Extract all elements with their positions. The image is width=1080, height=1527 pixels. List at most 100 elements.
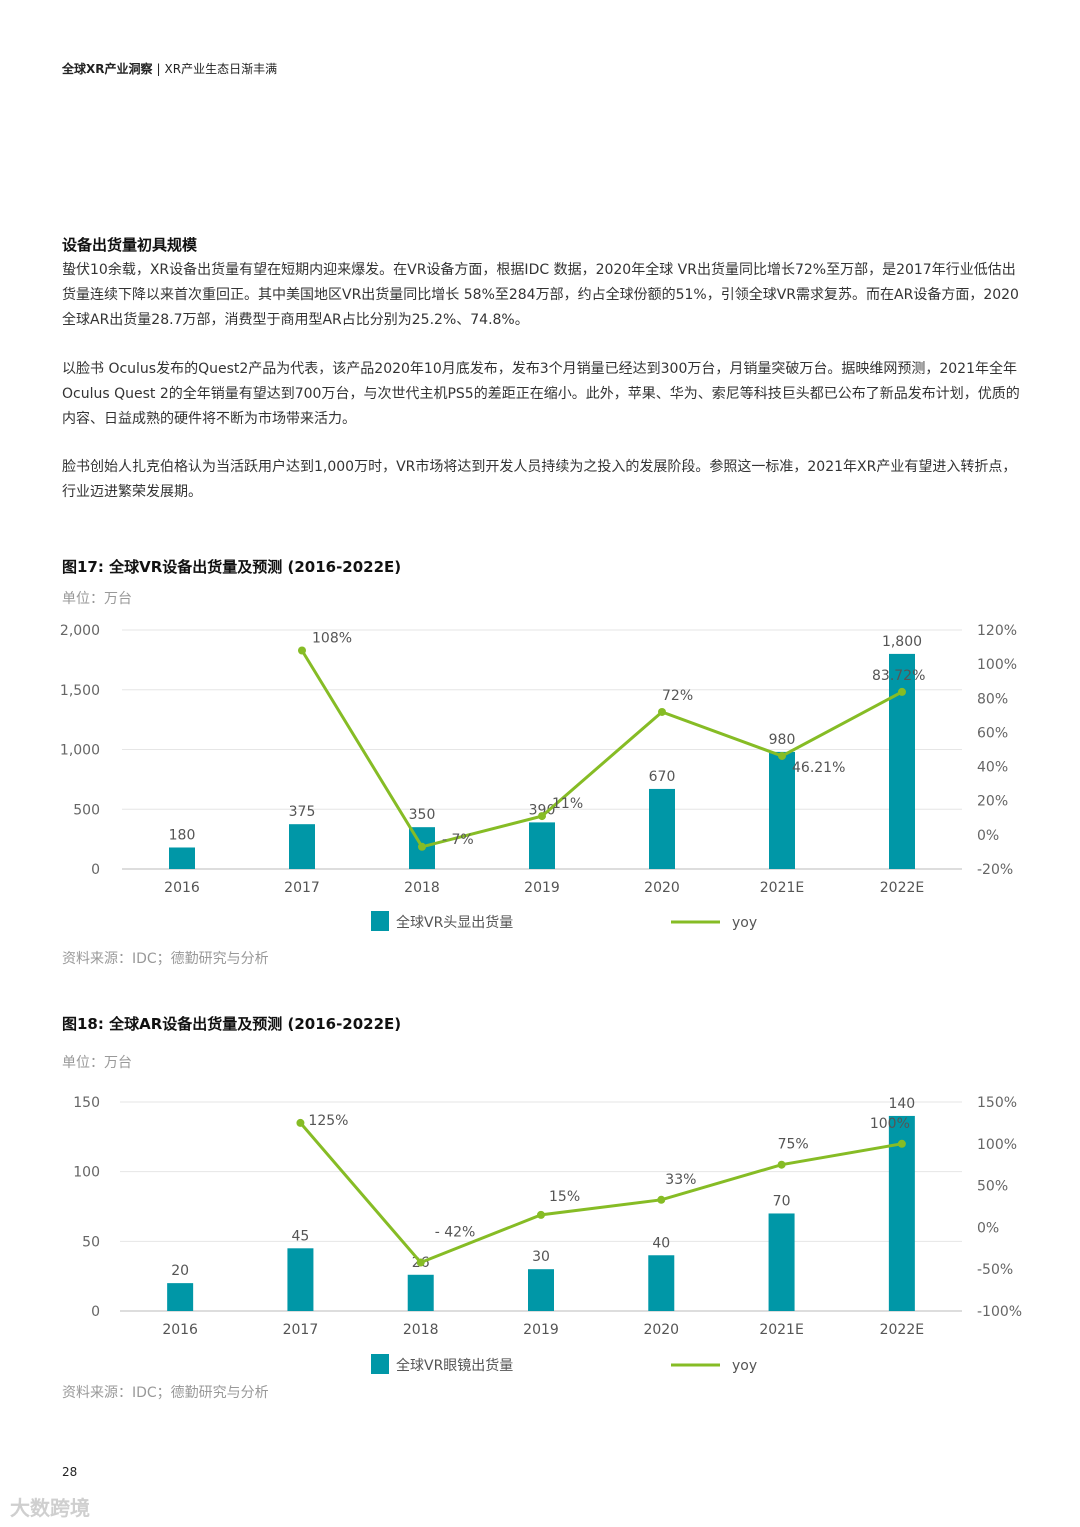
- legend-line-label: yoy: [732, 915, 757, 931]
- legend-bar-label: 全球VR眼镜出货量: [396, 1357, 513, 1374]
- y-axis-tick-label: 2,000: [60, 623, 100, 639]
- y2-axis-tick-label: 60%: [977, 725, 1008, 741]
- yoy-value-label: 33%: [665, 1172, 696, 1188]
- bar-value-label: 45: [292, 1228, 310, 1244]
- paragraph-1: 蛰伏10余载，XR设备出货量有望在短期内迎来爆发。在VR设备方面，根据IDC 数…: [62, 262, 1019, 328]
- ar-shipment-chart: 050100150-100%-50%0%50%100%150%204526304…: [73, 1095, 1022, 1374]
- header-separator: |: [156, 62, 161, 76]
- yoy-value-label: 15%: [549, 1189, 580, 1205]
- x-axis-tick-label: 2019: [523, 1322, 559, 1338]
- bar-value-label: 350: [409, 807, 436, 823]
- y2-axis-tick-label: -20%: [977, 862, 1013, 878]
- y-axis-tick-label: 1,500: [60, 683, 100, 699]
- y-axis-tick-label: 1,000: [60, 743, 100, 759]
- yoy-value-label: 125%: [308, 1113, 348, 1129]
- yoy-point: [537, 1210, 545, 1219]
- yoy-value-label: 83.72%: [872, 668, 925, 684]
- header-section: XR产业生态日渐丰满: [164, 62, 278, 76]
- bar-value-label: 140: [888, 1096, 915, 1112]
- x-axis-tick-label: 2018: [403, 1322, 439, 1338]
- bar-value-label: 70: [773, 1193, 791, 1209]
- y-axis-tick-label: 100: [73, 1165, 100, 1181]
- legend-bar-label: 全球VR头显出货量: [396, 914, 513, 931]
- y2-axis-tick-label: 0%: [977, 1220, 999, 1236]
- bar: [289, 824, 315, 869]
- section-title: 设备出货量初具规模: [62, 236, 198, 254]
- x-axis-tick-label: 2016: [164, 880, 200, 896]
- yoy-point: [898, 687, 906, 696]
- bar: [287, 1248, 314, 1311]
- bar: [768, 1213, 795, 1311]
- x-axis-tick-label: 2017: [283, 1322, 319, 1338]
- bar-value-label: 390: [529, 802, 556, 818]
- bar-value-label: 980: [769, 732, 796, 748]
- x-axis-tick-label: 2017: [284, 880, 320, 896]
- yoy-value-label: 100%: [870, 1116, 910, 1132]
- bar-value-label: 30: [532, 1249, 550, 1265]
- yoy-value-label: 46.21%: [792, 760, 845, 776]
- bar-value-label: 375: [289, 804, 316, 820]
- y2-axis-tick-label: 80%: [977, 691, 1008, 707]
- yoy-line: [300, 649, 903, 849]
- report-title: 全球XR产业洞察: [62, 62, 153, 76]
- bar-value-label: 20: [171, 1263, 189, 1279]
- paragraph-2: 以脸书 Oculus发布的Quest2产品为代表，该产品2020年10月底发布，…: [62, 361, 1020, 427]
- y-axis-tick-label: 0: [91, 1304, 100, 1320]
- x-axis-tick-label: 2016: [162, 1322, 198, 1338]
- y2-axis-tick-label: 50%: [977, 1179, 1008, 1195]
- bar: [648, 1255, 675, 1311]
- bar-value-label: 670: [649, 769, 676, 785]
- bar: [169, 847, 195, 869]
- yoy-value-label: 72%: [662, 688, 693, 704]
- x-axis-tick-label: 2021E: [760, 880, 804, 896]
- bar-value-label: 1,800: [882, 634, 922, 650]
- y-axis-tick-label: 500: [73, 802, 100, 818]
- y2-axis-tick-label: 120%: [977, 623, 1017, 639]
- legend-bar-swatch: [371, 911, 389, 931]
- yoy-value-label: 11%: [552, 796, 583, 812]
- yoy-point: [658, 707, 666, 716]
- bar: [649, 788, 675, 869]
- y2-axis-tick-label: 40%: [977, 760, 1008, 776]
- y2-axis-tick-label: 100%: [977, 657, 1017, 673]
- legend-line-label: yoy: [732, 1358, 757, 1374]
- bar-value-label: 180: [169, 827, 196, 843]
- figure-18-unit: 单位：万台: [62, 1055, 132, 1071]
- yoy-value-label: - 7%: [442, 832, 474, 848]
- yoy-point: [418, 842, 426, 851]
- watermark-logo: 大数跨境: [10, 1496, 90, 1520]
- bar: [889, 653, 915, 869]
- bar: [529, 822, 555, 869]
- bar: [407, 1274, 434, 1311]
- yoy-point: [296, 1118, 305, 1127]
- yoy-point: [778, 751, 786, 760]
- yoy-point: [298, 646, 306, 655]
- figure-18-source: 资料来源：IDC；德勤研究与分析: [62, 1385, 269, 1401]
- y2-axis-tick-label: 100%: [977, 1137, 1017, 1153]
- yoy-value-label: - 42%: [435, 1225, 476, 1241]
- bar: [769, 751, 795, 869]
- x-axis-tick-label: 2019: [524, 880, 560, 896]
- bar: [888, 1115, 915, 1311]
- yoy-point: [416, 1258, 425, 1267]
- page-number: 28: [62, 1465, 78, 1479]
- y2-axis-tick-label: -50%: [977, 1262, 1013, 1278]
- x-axis-tick-label: 2022E: [880, 1322, 924, 1338]
- bar: [167, 1283, 194, 1311]
- bar-value-label: 40: [652, 1235, 670, 1251]
- y-axis-tick-label: 0: [91, 862, 100, 878]
- y-axis-tick-label: 150: [73, 1095, 100, 1111]
- y2-axis-tick-label: -100%: [977, 1304, 1022, 1320]
- figure-17-unit: 单位：万台: [62, 591, 132, 607]
- x-axis-tick-label: 2022E: [880, 880, 924, 896]
- x-axis-tick-label: 2020: [644, 880, 680, 896]
- figure-17-title: 图17: 全球VR设备出货量及预测 (2016-2022E): [62, 558, 402, 576]
- figure-18-title: 图18: 全球AR设备出货量及预测 (2016-2022E): [62, 1015, 402, 1033]
- y-axis-tick-label: 50: [82, 1234, 100, 1250]
- paragraph-3: 脸书创始人扎克伯格认为当活跃用户达到1,000万时，VR市场将达到开发人员持续为…: [62, 459, 1017, 500]
- bar: [528, 1269, 554, 1311]
- yoy-point: [538, 812, 546, 821]
- legend-bar-swatch: [371, 1354, 389, 1374]
- vr-shipment-chart: 0 500 1,000 1,500 2,000 -20% 0% 20% 40% 60% 80% 100…: [60, 623, 1017, 931]
- yoy-point: [657, 1195, 666, 1204]
